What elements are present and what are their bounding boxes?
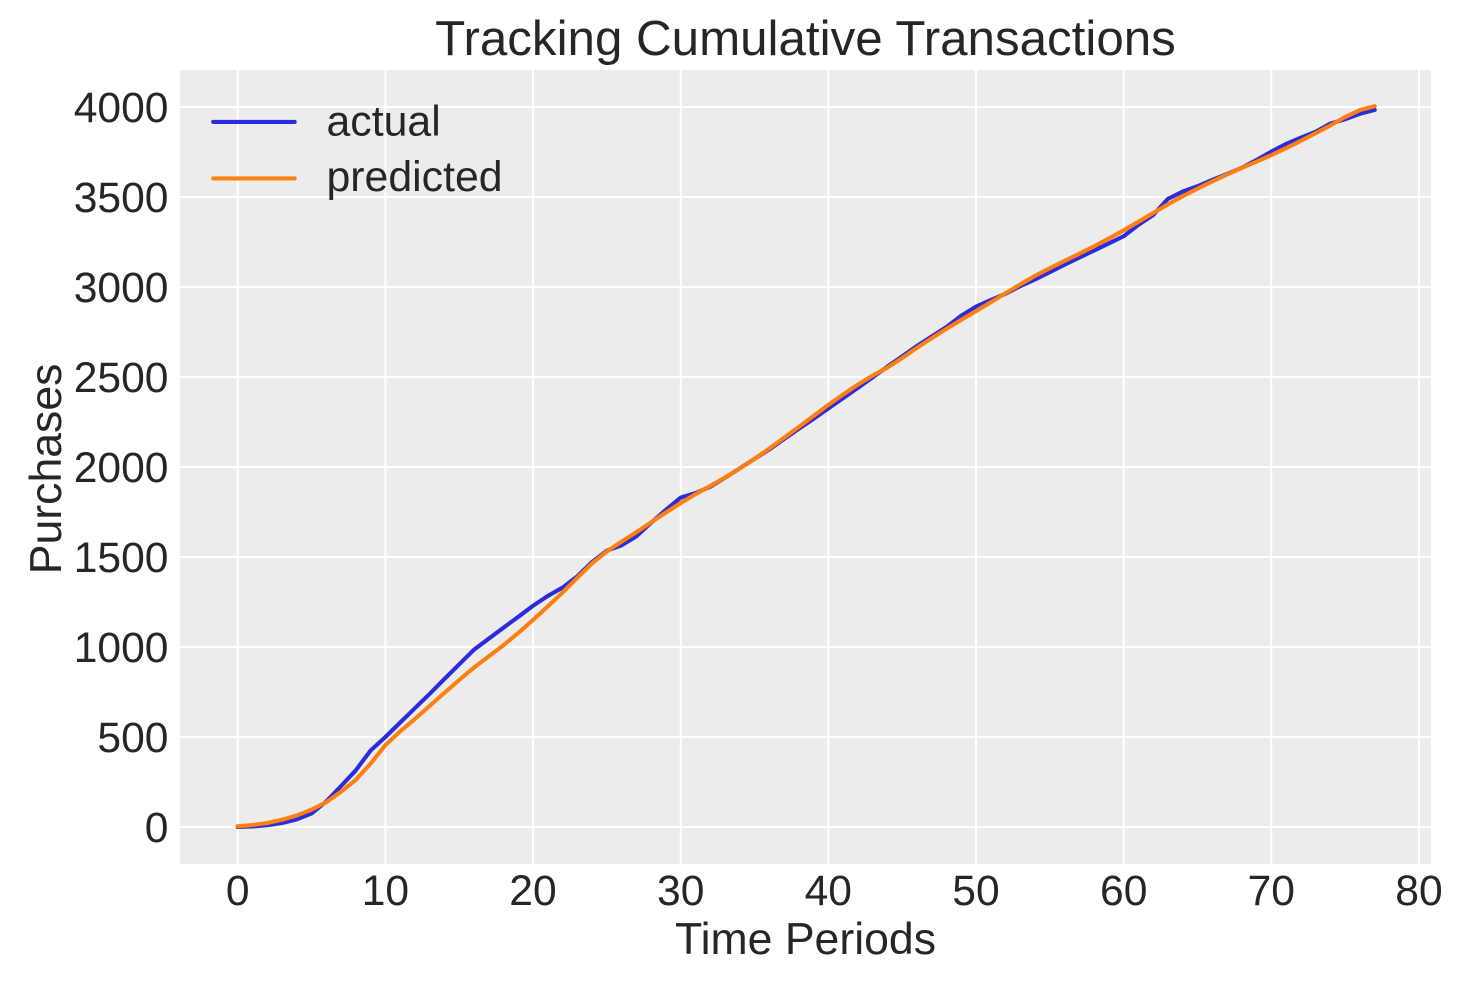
svg-text:actual: actual (327, 98, 441, 146)
svg-text:Tracking Cumulative Transactio: Tracking Cumulative Transactions (435, 11, 1176, 66)
svg-text:4000: 4000 (74, 84, 169, 132)
svg-text:3000: 3000 (74, 264, 169, 312)
svg-text:Purchases: Purchases (22, 364, 71, 575)
svg-text:60: 60 (1100, 867, 1147, 915)
svg-text:2500: 2500 (74, 354, 169, 402)
svg-text:Time Periods: Time Periods (675, 915, 936, 964)
svg-text:80: 80 (1395, 867, 1442, 915)
svg-text:500: 500 (97, 714, 168, 762)
svg-text:2000: 2000 (74, 444, 169, 492)
svg-text:30: 30 (657, 867, 704, 915)
svg-text:1000: 1000 (74, 624, 169, 672)
svg-text:0: 0 (145, 804, 169, 852)
svg-text:50: 50 (952, 867, 999, 915)
svg-text:3500: 3500 (74, 174, 169, 222)
svg-text:70: 70 (1248, 867, 1295, 915)
svg-text:20: 20 (509, 867, 556, 915)
svg-text:10: 10 (362, 867, 409, 915)
svg-text:1500: 1500 (74, 534, 169, 582)
svg-text:predicted: predicted (327, 153, 503, 201)
svg-text:0: 0 (226, 867, 250, 915)
svg-text:40: 40 (805, 867, 852, 915)
